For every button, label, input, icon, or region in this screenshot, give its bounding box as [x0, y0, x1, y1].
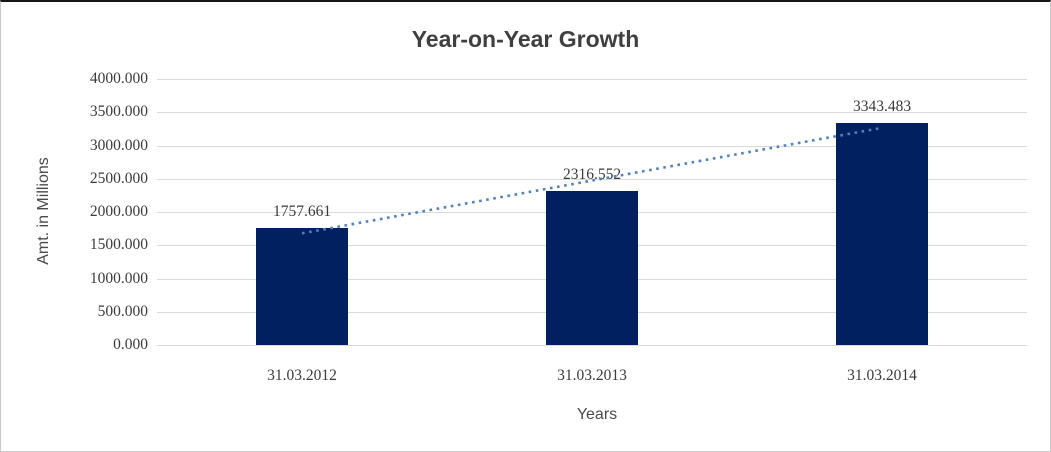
bar-31.03.2014: [836, 123, 928, 345]
bar-31.03.2013: [546, 191, 638, 345]
y-axis-tick-label: 0.000: [113, 336, 148, 353]
y-axis-tick-label: 500.000: [97, 303, 148, 320]
x-axis-title: Years: [576, 406, 618, 423]
gridline: [157, 112, 1027, 113]
y-axis-tick-label: 2500.000: [89, 170, 148, 187]
chart-title: Year-on-Year Growth: [411, 26, 640, 52]
x-axis-category-label: 31.03.2014: [847, 367, 917, 384]
y-axis-tick-label: 3000.000: [89, 137, 148, 154]
gridline: [157, 345, 1027, 346]
y-axis-tick-label: 3500.000: [89, 103, 148, 120]
y-axis-tick-label: 1000.000: [89, 270, 148, 287]
gridline: [157, 79, 1027, 80]
bar-31.03.2012: [256, 228, 348, 345]
x-axis-category-label: 31.03.2012: [267, 367, 337, 384]
bar-data-label: 3343.483: [852, 98, 912, 115]
bar-data-label: 1757.661: [272, 203, 332, 220]
bar-data-label: 2316.552: [562, 166, 622, 183]
y-axis-tick-label: 4000.000: [89, 70, 148, 87]
y-axis-tick-label: 1500.000: [89, 236, 148, 253]
y-axis-tick-label: 2000.000: [89, 203, 148, 220]
x-axis-category-label: 31.03.2013: [557, 367, 627, 384]
y-axis-title: Amt. in Millions: [35, 157, 52, 265]
